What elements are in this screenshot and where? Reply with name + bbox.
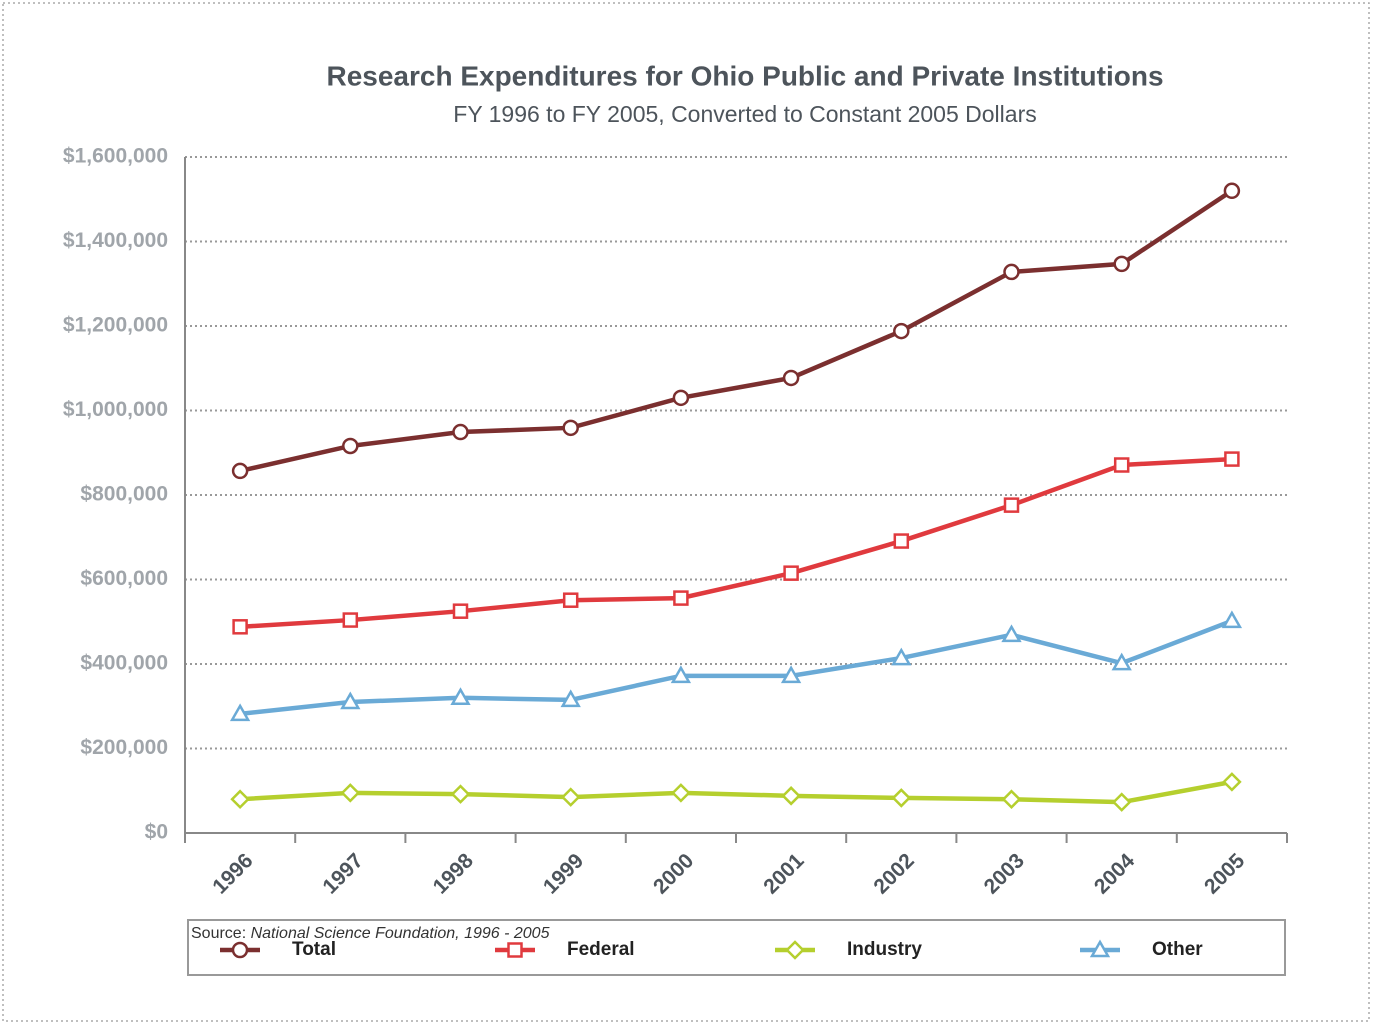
legend-marker	[231, 941, 249, 959]
x-tick-label: 1999	[539, 849, 588, 898]
x-tick-label: 2005	[1200, 849, 1250, 899]
y-tick-label: $0	[145, 821, 168, 844]
chart-title: Research Expenditures for Ohio Public an…	[326, 60, 1163, 91]
source-prefix: Source:	[191, 925, 246, 942]
y-tick-label: $200,000	[80, 736, 168, 759]
data-point	[1223, 182, 1241, 200]
data-point	[1001, 789, 1022, 809]
x-tick-label: 2000	[649, 849, 698, 898]
y-tick-label: $1,600,000	[63, 145, 168, 168]
legend-label: Total	[292, 939, 336, 960]
series-line	[239, 779, 1233, 805]
data-point	[1224, 451, 1240, 467]
data-point	[452, 423, 469, 441]
chart-subtitle: FY 1996 to FY 2005, Converted to Constan…	[453, 101, 1036, 127]
data-point	[450, 784, 471, 804]
data-point	[673, 590, 689, 606]
data-point	[562, 592, 579, 608]
x-tick-label: 2002	[869, 849, 918, 898]
data-point	[231, 462, 249, 480]
data-point	[1221, 610, 1243, 629]
series-line	[239, 456, 1233, 630]
x-tick-label: 1996	[208, 849, 257, 898]
legend-marker	[1089, 939, 1111, 958]
legend-marker	[785, 940, 805, 960]
y-tick-label: $1,200,000	[63, 314, 168, 337]
data-point	[671, 783, 691, 803]
data-point	[1113, 255, 1130, 273]
data-point	[1113, 457, 1130, 473]
data-point	[340, 691, 361, 710]
data-point	[560, 689, 581, 708]
data-point	[891, 647, 912, 666]
data-point	[891, 788, 912, 808]
data-point	[340, 783, 361, 803]
x-tick-label: 2001	[759, 849, 809, 899]
data-point	[893, 322, 910, 340]
data-point	[672, 389, 690, 407]
data-point	[229, 703, 251, 722]
data-point	[670, 665, 692, 684]
data-point	[1222, 772, 1242, 792]
data-point	[342, 612, 359, 628]
data-point	[1003, 263, 1020, 281]
data-point	[230, 789, 250, 809]
legend-box	[187, 919, 1286, 976]
y-tick-label: $1,000,000	[63, 398, 168, 421]
data-point	[560, 787, 581, 807]
x-tick-label: 2003	[980, 849, 1029, 898]
source-name: National Science Foundation, 1996 - 2005	[251, 925, 550, 942]
legend-label: Other	[1152, 939, 1203, 960]
legend-label: Industry	[847, 939, 922, 960]
data-point	[780, 665, 802, 684]
x-tick-label: 1998	[429, 849, 479, 899]
legend-label: Federal	[567, 939, 635, 960]
y-tick-label: $600,000	[80, 567, 168, 590]
series-line	[239, 188, 1234, 474]
data-point	[781, 786, 801, 806]
data-point	[342, 437, 359, 455]
data-point	[1111, 652, 1132, 671]
data-point	[452, 603, 469, 619]
y-tick-label: $800,000	[80, 483, 168, 506]
data-point	[1003, 497, 1020, 513]
x-tick-label: 2004	[1090, 849, 1140, 899]
source: Source: National Science Foundation, 199…	[191, 925, 550, 942]
legend-marker	[507, 942, 523, 958]
data-point	[562, 419, 579, 437]
data-point	[1001, 624, 1022, 643]
data-point	[893, 533, 910, 549]
data-point	[783, 565, 799, 581]
x-tick-label: 1997	[318, 849, 367, 898]
data-point	[232, 619, 248, 635]
series-line	[239, 618, 1233, 717]
data-point	[450, 687, 471, 706]
data-point	[782, 369, 800, 387]
y-tick-label: $1,400,000	[63, 229, 168, 252]
y-tick-label: $400,000	[80, 652, 168, 675]
data-point	[1111, 792, 1132, 812]
